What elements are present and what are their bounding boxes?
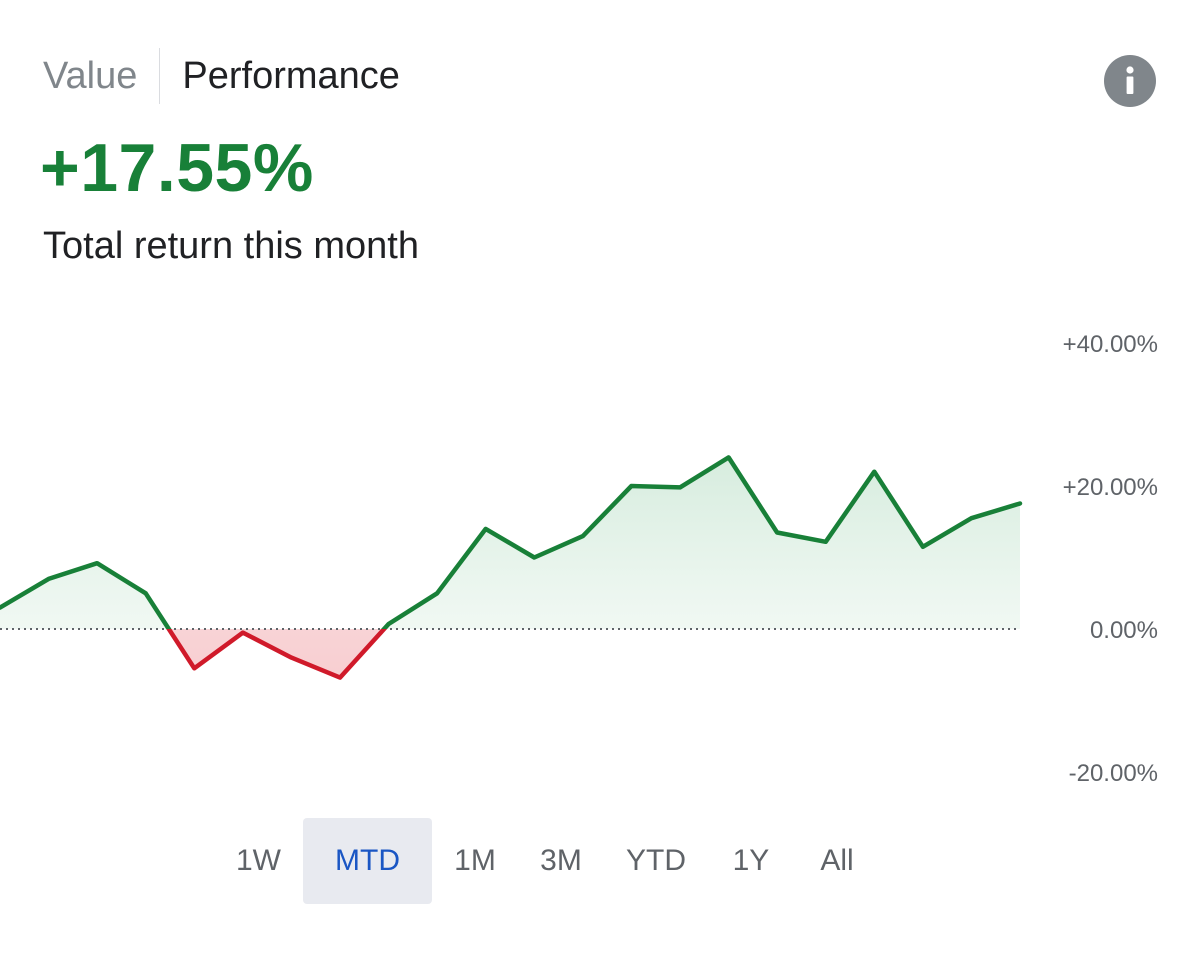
- y-tick-label: -20.00%: [1069, 760, 1158, 787]
- performance-chart: +40.00% +20.00% 0.00% -20.00%: [0, 331, 1158, 787]
- y-tick-label: +40.00%: [1063, 331, 1158, 358]
- range-button-1m[interactable]: 1M: [454, 844, 496, 877]
- y-tick-label: +20.00%: [1063, 474, 1158, 501]
- y-tick-label: 0.00%: [1090, 617, 1158, 644]
- range-button-1y[interactable]: 1Y: [732, 844, 770, 877]
- range-button-ytd[interactable]: YTD: [625, 844, 686, 877]
- info-icon: [1126, 66, 1134, 94]
- range-selector: 1W MTD 1M 3M YTD 1Y All: [214, 818, 880, 904]
- tab-divider: [159, 48, 161, 104]
- negative-area-fill: [0, 629, 1020, 678]
- tab-performance[interactable]: Performance: [182, 55, 400, 97]
- positive-area-fill: [0, 457, 1020, 629]
- series-line-negative: [166, 629, 388, 680]
- view-tabs: Value Performance: [43, 48, 400, 104]
- tab-value[interactable]: Value: [43, 55, 138, 97]
- range-button-all[interactable]: All: [820, 844, 854, 877]
- info-button[interactable]: [1104, 55, 1156, 107]
- range-button-3m[interactable]: 3M: [540, 844, 582, 877]
- total-return-caption: Total return this month: [43, 225, 419, 267]
- total-return-value: +17.55%: [40, 130, 314, 206]
- range-button-mtd[interactable]: MTD: [303, 818, 432, 904]
- range-button-1w[interactable]: 1W: [236, 844, 281, 877]
- series-line-positive: [0, 455, 1023, 629]
